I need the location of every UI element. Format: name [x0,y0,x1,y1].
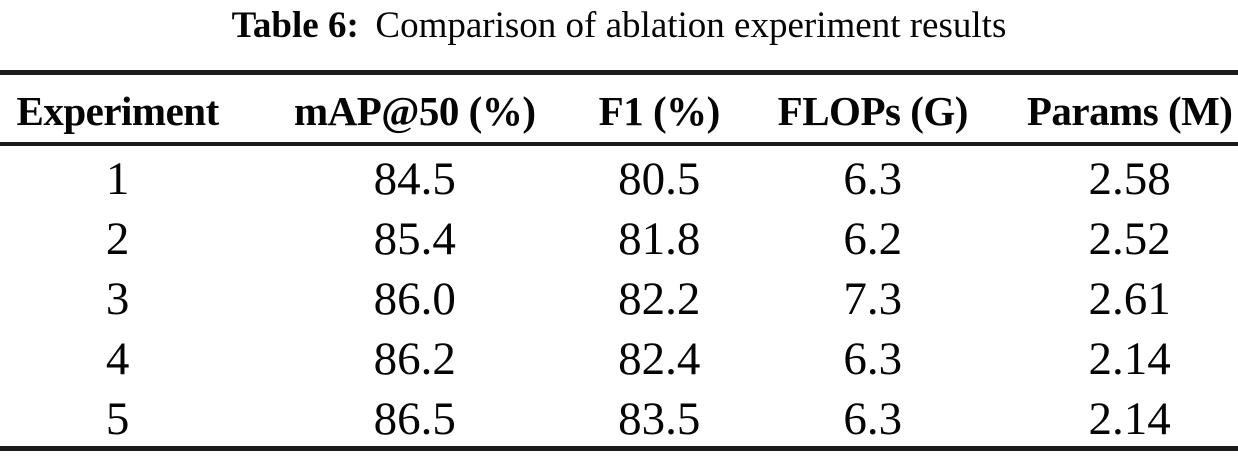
column-header-flops: FLOPs (G) [724,72,1022,146]
table-row-experiment-1: 1 84.5 80.5 6.3 2.58 [0,144,1238,206]
cell-f1: 80.5 [618,152,701,205]
cell-flops: 6.3 [843,332,903,385]
column-header-experiment: Experiment [0,72,236,146]
cell-params: 2.61 [1088,272,1171,325]
cell-params: 2.14 [1088,392,1171,445]
cell-experiment: 5 [105,392,130,445]
cell-map50: 84.5 [373,152,456,205]
table-row-experiment-4: 4 86.2 82.4 6.3 2.14 [0,326,1238,386]
column-header-params: Params (M) [1021,72,1238,146]
table-row-experiment-5: 5 86.5 83.5 6.3 2.14 [0,386,1238,449]
cell-f1: 82.2 [618,272,701,325]
column-header-map50: mAP@50 (%) [235,72,595,146]
table-row-experiment-3: 3 86.0 82.2 7.3 2.61 [0,266,1238,326]
cell-experiment: 1 [105,152,130,205]
cell-params: 2.14 [1088,332,1171,385]
cell-experiment: 4 [105,332,130,385]
cell-experiment: 2 [105,212,130,265]
cell-f1: 83.5 [618,392,701,445]
cell-flops: 7.3 [843,272,903,325]
table-row-experiment-2: 2 85.4 81.8 6.2 2.52 [0,206,1238,266]
cell-params: 2.52 [1088,212,1171,265]
cell-flops: 6.2 [843,212,903,265]
table-body: 1 84.5 80.5 6.3 2.58 2 85.4 81.8 6.2 2.5… [0,144,1238,449]
cell-map50: 85.4 [373,212,456,265]
cell-map50: 86.2 [373,332,456,385]
table-caption: Table 6: Comparison of ablation experimen… [0,0,1238,70]
cell-flops: 6.3 [843,392,903,445]
table-caption-label: Table 6: [231,5,359,46]
cell-f1: 81.8 [618,212,701,265]
column-header-f1: F1 (%) [594,72,725,146]
cell-map50: 86.5 [373,392,456,445]
cell-flops: 6.3 [843,152,903,205]
table-caption-text: Comparison of ablation experiment result… [375,5,1007,46]
ablation-results-table: Experiment mAP@50 (%) F1 (%) FLOPs (G) P… [0,70,1238,451]
table-header-row: Experiment mAP@50 (%) F1 (%) FLOPs (G) P… [0,72,1238,146]
cell-f1: 82.4 [618,332,701,385]
cell-params: 2.58 [1088,152,1171,205]
cell-map50: 86.0 [373,272,456,325]
table-header: Experiment mAP@50 (%) F1 (%) FLOPs (G) P… [0,72,1238,146]
cell-experiment: 3 [105,272,130,325]
